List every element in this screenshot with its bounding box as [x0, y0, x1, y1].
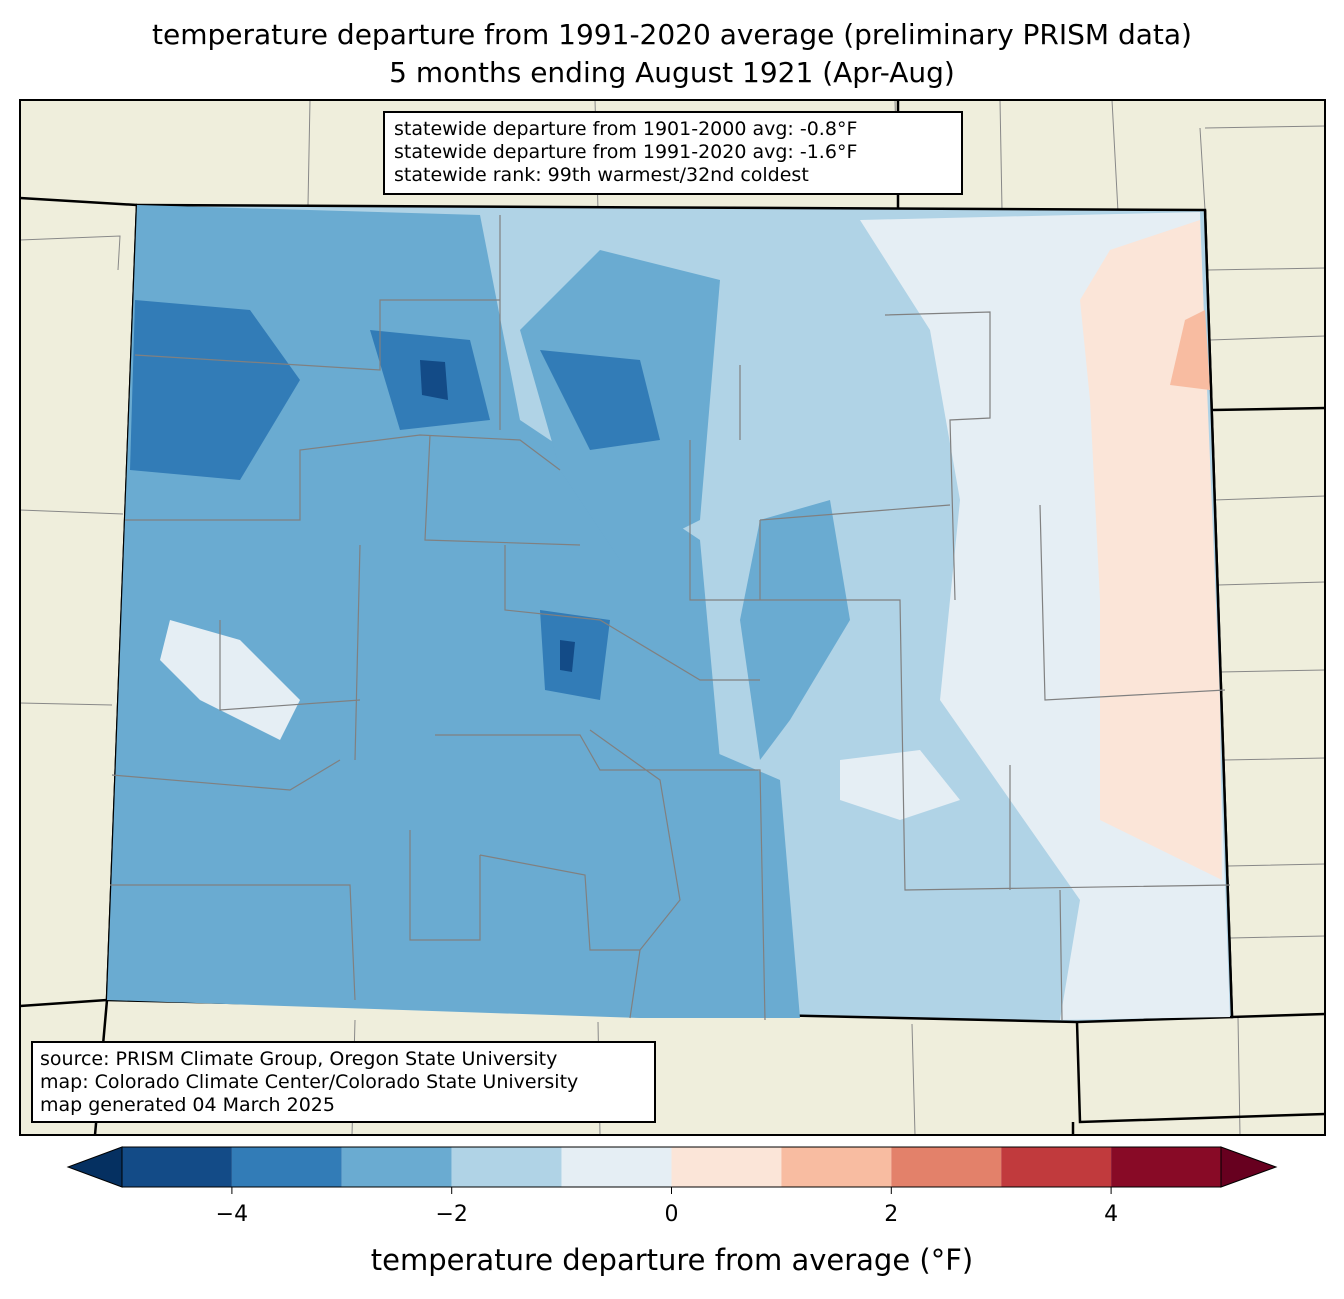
colorbar-tick-label: 4: [1104, 1202, 1119, 1227]
colorbar-under-arrow: [66, 1146, 123, 1188]
region-palmer-divide: [740, 500, 850, 760]
generated-date-line: map generated 04 March 2025: [40, 1094, 335, 1116]
colorbar-tick-label: 0: [664, 1202, 679, 1227]
colorbar-over-arrow: [1220, 1146, 1278, 1188]
region-coldest-north: [420, 360, 448, 400]
colorbar-segment: [231, 1147, 342, 1187]
region-front-range-cold: [540, 350, 660, 450]
map-credit-line: map: Colorado Climate Center/Colorado St…: [40, 1071, 579, 1093]
colorbar: [66, 1146, 1278, 1194]
map-title: temperature departure from 1991-2020 ave…: [152, 18, 1192, 51]
region-southwest-mild: [160, 620, 300, 740]
region-southeast-mild: [840, 750, 960, 820]
colorbar-tick-label: 2: [884, 1202, 899, 1227]
source-box: source: PRISM Climate Group, Oregon Stat…: [31, 1041, 656, 1123]
county-lines: [110, 215, 1231, 1021]
region-coldest-central: [560, 640, 575, 672]
region-northwest-cold: [130, 300, 300, 480]
colorbar-segment: [1001, 1147, 1112, 1187]
region-collegiate-cold: [540, 610, 610, 700]
colorbar-label: temperature departure from average (°F): [370, 1243, 974, 1277]
colorbar-segment: [341, 1147, 452, 1187]
colorbar-tick-label: −4: [215, 1202, 249, 1227]
colorbar-segment: [561, 1147, 672, 1187]
colorbar-segment: [891, 1147, 1002, 1187]
source-line: source: PRISM Climate Group, Oregon Stat…: [40, 1048, 558, 1070]
stats-departure-1901-2000: statewide departure from 1901-2000 avg: …: [394, 118, 858, 140]
colorbar-segment: [671, 1147, 782, 1187]
colorbar-segment: [451, 1147, 562, 1187]
statewide-stats-box: statewide departure from 1901-2000 avg: …: [383, 111, 963, 195]
colorbar-segment: [781, 1147, 892, 1187]
stats-rank: statewide rank: 99th warmest/32nd coldes…: [394, 164, 809, 186]
region-warmest: [1170, 310, 1210, 390]
stats-departure-1991-2020: statewide departure from 1991-2020 avg: …: [394, 141, 858, 163]
colorbar-segment: [1111, 1147, 1221, 1187]
temperature-departure-regions: [107, 205, 1230, 1020]
colorbar-segment: [122, 1147, 232, 1187]
colorbar-tick-label: −2: [435, 1202, 468, 1227]
map-subtitle: 5 months ending August 1921 (Apr-Aug): [389, 56, 955, 89]
map-frame: [19, 99, 1326, 1136]
